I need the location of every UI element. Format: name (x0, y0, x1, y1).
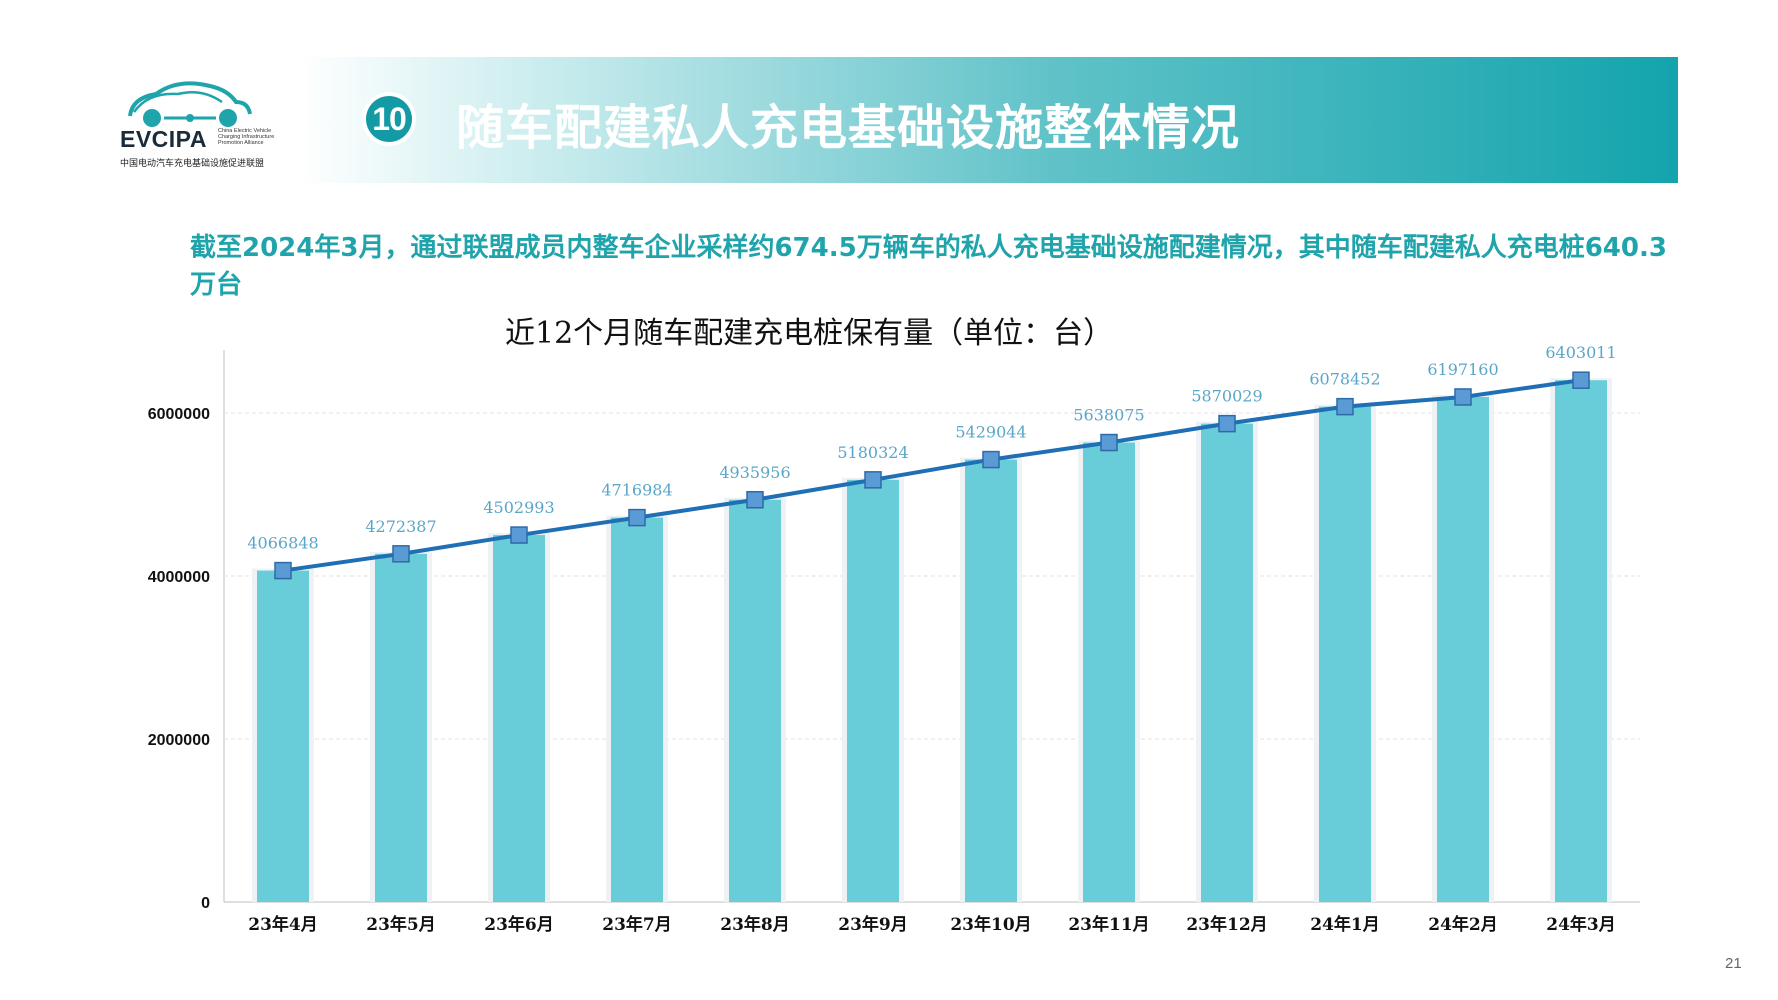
bar (1319, 406, 1371, 902)
data-label: 4935956 (719, 463, 790, 482)
x-tick-label: 23年4月 (248, 914, 318, 935)
data-label: 5638075 (1073, 406, 1144, 425)
data-point-marker (982, 450, 1000, 469)
x-tick-label: 23年11月 (1068, 914, 1149, 935)
data-point-marker (1572, 371, 1590, 389)
x-tick-label: 24年1月 (1310, 914, 1380, 935)
y-tick-label: 0 (201, 895, 210, 912)
section-number: 10 (366, 96, 412, 142)
data-label: 6403011 (1545, 343, 1616, 362)
logo-text: EVCIPA (120, 126, 207, 152)
section-title: 随车配建私人充电基础设施整体情况 (456, 100, 1241, 156)
bar (375, 553, 427, 902)
bar (1555, 380, 1607, 902)
x-tick-label: 23年9月 (838, 914, 908, 935)
x-tick-label: 23年5月 (366, 914, 436, 935)
logo-english-name: China Electric Vehicle Charging Infrastr… (218, 128, 275, 146)
x-tick-label: 23年8月 (720, 914, 790, 935)
data-label: 4716984 (601, 481, 672, 500)
data-label: 6197160 (1427, 360, 1498, 379)
bar (1083, 442, 1135, 902)
data-point-marker (1336, 397, 1354, 416)
data-label: 5180324 (837, 443, 908, 462)
bar (257, 570, 309, 902)
data-point-marker (1100, 433, 1118, 452)
summary-text: 截至2024年3月，通过联盟成员内整车企业采样约674.5万辆车的私人充电基础设… (190, 233, 1667, 300)
x-tick-label: 23年12月 (1186, 914, 1267, 935)
data-point-marker (628, 508, 646, 527)
bar (611, 517, 663, 902)
data-point-marker (1454, 388, 1472, 406)
section-number-badge: 10 (362, 92, 416, 146)
bar (1437, 396, 1489, 902)
data-point-marker (510, 526, 528, 544)
bar (729, 499, 781, 902)
bar (493, 535, 545, 902)
data-label: 5870029 (1191, 387, 1262, 406)
y-tick-label: 4000000 (148, 569, 210, 586)
data-point-marker (864, 471, 882, 489)
x-tick-label: 23年6月 (484, 914, 554, 935)
title-banner (300, 57, 1678, 183)
series-line (282, 378, 1582, 573)
x-tick-label: 23年7月 (602, 914, 672, 935)
data-point-marker (746, 491, 764, 509)
y-tick-label: 6000000 (148, 406, 210, 423)
data-label: 4066848 (247, 534, 318, 553)
bar (1201, 423, 1253, 902)
data-label: 4502993 (483, 498, 554, 517)
logo-chinese-name: 中国电动汽车充电基础设施促进联盟 (120, 159, 265, 169)
x-tick-label: 24年2月 (1428, 914, 1498, 935)
bar (965, 459, 1017, 902)
page-number: 21 (1725, 955, 1742, 972)
bar (847, 479, 899, 902)
y-tick-label: 2000000 (148, 732, 210, 749)
data-label: 5429044 (955, 423, 1026, 442)
x-tick-label: 24年3月 (1546, 914, 1616, 935)
data-label: 6078452 (1309, 370, 1380, 389)
x-tick-label: 23年10月 (950, 914, 1031, 935)
logo-car-icon (128, 81, 252, 127)
data-point-marker (274, 561, 292, 580)
chart-title: 近12个月随车配建充电桩保有量（单位：台） (505, 316, 1114, 351)
data-point-marker (1218, 414, 1236, 433)
data-label: 4272387 (365, 517, 436, 536)
data-point-marker (392, 545, 410, 563)
